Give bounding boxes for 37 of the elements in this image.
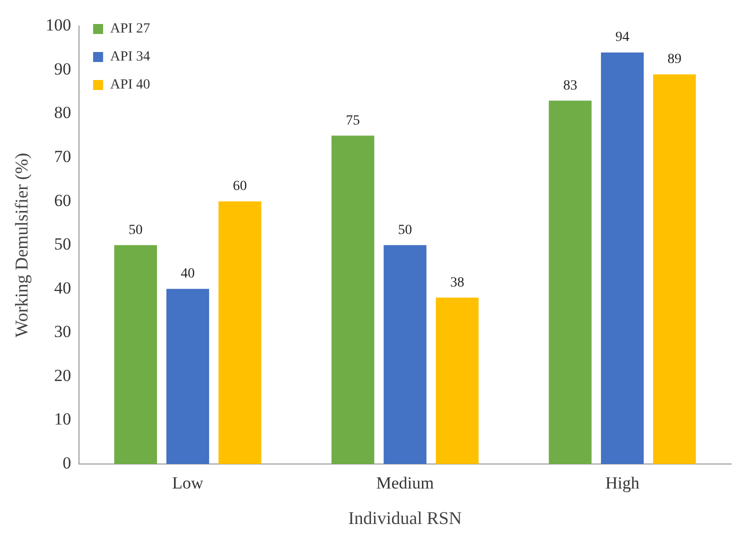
data-label: 60 — [232, 178, 247, 194]
y-tick-label: 30 — [54, 322, 72, 342]
x-axis-title: Individual RSN — [348, 508, 462, 528]
y-tick-label: 10 — [54, 410, 72, 429]
y-tick-label: 100 — [46, 16, 72, 35]
bar — [548, 100, 592, 464]
data-label: 83 — [563, 78, 578, 94]
legend-label: API 40 — [110, 78, 150, 93]
bar — [600, 52, 644, 464]
y-tick-label: 40 — [54, 278, 72, 298]
y-tick-label: 70 — [54, 147, 72, 166]
legend-label: API 34 — [110, 50, 150, 65]
x-tick-label: Low — [172, 474, 204, 493]
y-tick-label: 90 — [54, 59, 72, 78]
bar — [166, 288, 210, 464]
bar — [384, 245, 426, 464]
x-tick-label: Medium — [376, 474, 434, 493]
bar — [218, 201, 262, 464]
y-tick-label: 20 — [54, 366, 72, 385]
bar — [114, 245, 157, 464]
bar — [436, 298, 479, 464]
data-label: 40 — [180, 266, 195, 282]
y-tick-label: 80 — [54, 103, 72, 122]
y-tick-label: 50 — [54, 234, 72, 254]
data-label: 75 — [346, 113, 360, 128]
data-label: 94 — [615, 30, 630, 46]
data-label: 38 — [450, 275, 464, 290]
y-axis-title: Working Demulsifier (%) — [12, 152, 32, 338]
data-label: 50 — [128, 222, 143, 238]
x-tick-label: High — [605, 474, 640, 493]
data-label: 89 — [668, 52, 682, 68]
legend-label: API 27 — [110, 22, 150, 37]
bar — [653, 74, 696, 464]
y-tick-label: 0 — [62, 453, 72, 472]
bar — [332, 136, 374, 464]
data-label: 50 — [398, 222, 412, 238]
y-tick-label: 60 — [54, 190, 72, 210]
